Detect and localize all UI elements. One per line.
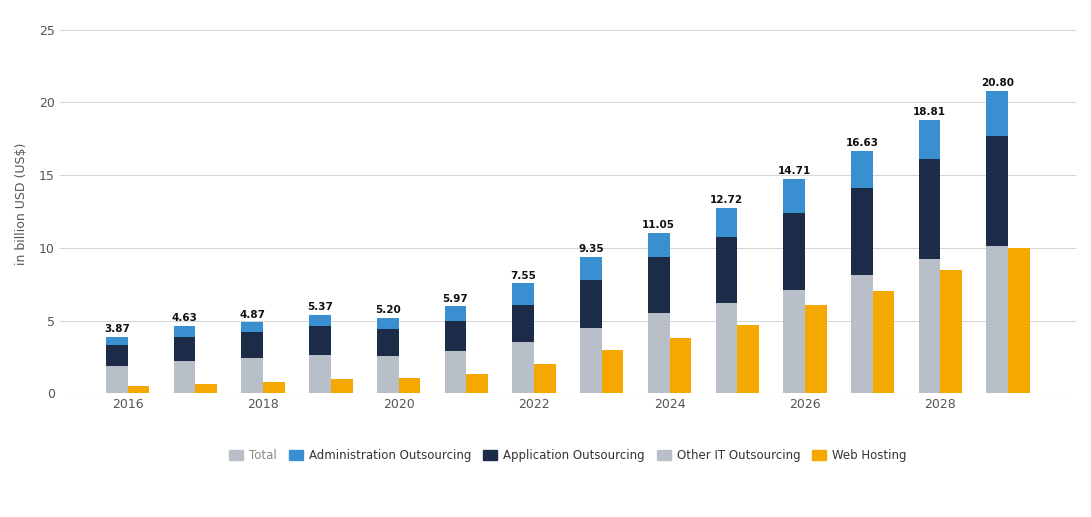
- Bar: [309, 326, 331, 355]
- Bar: [513, 283, 535, 305]
- Text: 16.63: 16.63: [846, 139, 878, 148]
- Bar: [331, 379, 352, 393]
- Bar: [241, 323, 263, 332]
- Text: 3.87: 3.87: [104, 324, 130, 334]
- Bar: [445, 307, 466, 321]
- Bar: [716, 303, 738, 393]
- Bar: [738, 325, 759, 393]
- Bar: [445, 321, 466, 351]
- Bar: [986, 136, 1008, 246]
- Bar: [241, 332, 263, 358]
- Bar: [986, 90, 1008, 136]
- Bar: [580, 280, 602, 328]
- Bar: [648, 256, 670, 313]
- Bar: [986, 246, 1008, 393]
- Bar: [513, 342, 535, 393]
- Bar: [670, 338, 692, 393]
- Bar: [873, 292, 895, 393]
- Bar: [309, 315, 331, 326]
- Bar: [940, 269, 962, 393]
- Text: 9.35: 9.35: [578, 245, 603, 254]
- Text: 11.05: 11.05: [643, 220, 675, 230]
- Bar: [445, 351, 466, 393]
- Bar: [919, 119, 940, 159]
- Bar: [376, 317, 398, 328]
- Bar: [106, 345, 128, 366]
- Bar: [128, 386, 149, 393]
- Bar: [783, 290, 805, 393]
- Bar: [106, 366, 128, 393]
- Legend: Total, Administration Outsourcing, Application Outsourcing, Other IT Outsourcing: Total, Administration Outsourcing, Appli…: [225, 445, 911, 467]
- Bar: [1008, 248, 1030, 393]
- Text: 18.81: 18.81: [913, 107, 946, 117]
- Y-axis label: in billion USD (US$): in billion USD (US$): [15, 143, 28, 265]
- Bar: [805, 305, 827, 393]
- Bar: [513, 305, 535, 342]
- Text: 7.55: 7.55: [511, 270, 536, 281]
- Bar: [263, 382, 285, 393]
- Bar: [602, 349, 623, 393]
- Bar: [241, 358, 263, 393]
- Bar: [173, 337, 195, 361]
- Bar: [783, 179, 805, 213]
- Bar: [173, 361, 195, 393]
- Bar: [919, 260, 940, 393]
- Bar: [783, 213, 805, 290]
- Bar: [535, 364, 555, 393]
- Bar: [919, 159, 940, 260]
- Bar: [580, 328, 602, 393]
- Bar: [398, 378, 420, 393]
- Text: 12.72: 12.72: [710, 195, 743, 205]
- Text: 20.80: 20.80: [981, 78, 1014, 88]
- Bar: [580, 257, 602, 280]
- Bar: [716, 237, 738, 303]
- Bar: [851, 276, 873, 393]
- Bar: [851, 151, 873, 188]
- Bar: [106, 337, 128, 345]
- Bar: [195, 384, 217, 393]
- Text: 4.63: 4.63: [171, 313, 197, 323]
- Bar: [648, 313, 670, 393]
- Bar: [716, 208, 738, 237]
- Text: 4.87: 4.87: [239, 310, 265, 320]
- Bar: [309, 355, 331, 393]
- Text: 14.71: 14.71: [778, 166, 811, 176]
- Bar: [173, 326, 195, 337]
- Bar: [466, 374, 488, 393]
- Text: 5.37: 5.37: [307, 302, 333, 312]
- Bar: [376, 328, 398, 356]
- Text: 5.20: 5.20: [375, 305, 400, 315]
- Bar: [376, 356, 398, 393]
- Text: 5.97: 5.97: [443, 294, 468, 303]
- Bar: [648, 233, 670, 256]
- Bar: [851, 188, 873, 276]
